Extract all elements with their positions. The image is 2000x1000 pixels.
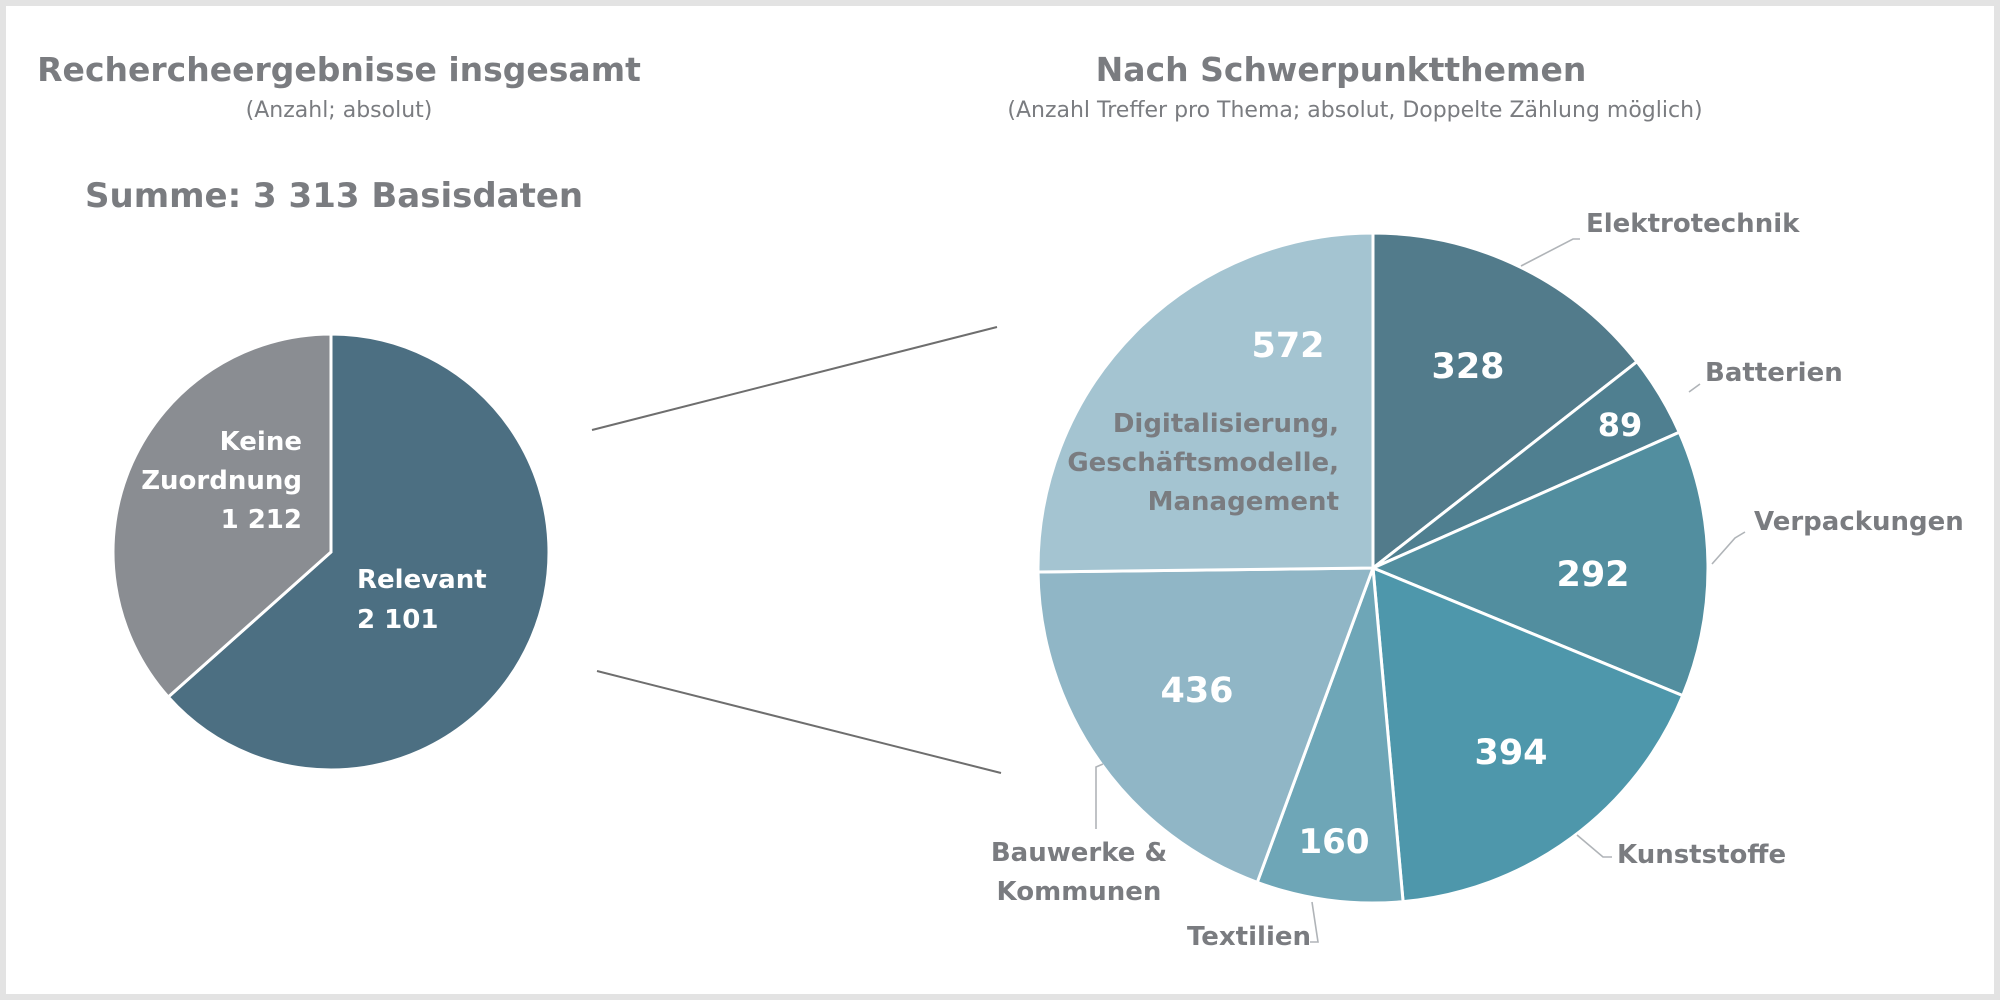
slice-value-digitalisierung: 572 [1251, 326, 1324, 366]
leader-line-elektrotechnik [1520, 238, 1580, 267]
slice-value-relevant: 2 101 [357, 605, 438, 635]
category-label-digitalisierung-line: Management [1148, 487, 1339, 517]
connector-lines [591, 326, 1002, 774]
slice-label-keine-line: Zuordnung [141, 466, 302, 496]
leader-line-textilien [1310, 901, 1319, 943]
connector-line-bottom [596, 670, 1002, 774]
slice-value-batterien: 89 [1598, 406, 1643, 444]
left-chart-subtitle: (Anzahl; absolut) [245, 98, 433, 123]
category-label-digitalisierung: Digitalisierung, Geschäftsmodelle, Managem… [1067, 409, 1339, 517]
slice-value-bauwerke: 436 [1160, 671, 1233, 711]
category-label-bauwerke: Bauwerke & Kommunen [991, 838, 1167, 907]
category-label-textilien: Textilien [1187, 922, 1311, 952]
pie-slice-textilien [1255, 567, 1405, 905]
category-label-elektrotechnik: Elektrotechnik [1586, 209, 1800, 239]
leader-line-batterien [1688, 383, 1701, 393]
slice-label-keine: Keine Zuordnung [141, 427, 302, 496]
left-chart-title: Rechercheergebnisse insgesamt [37, 50, 641, 89]
slice-value-textilien: 160 [1299, 822, 1370, 862]
category-label-digitalisierung-line: Digitalisierung, [1113, 409, 1339, 439]
slice-value-elektrotechnik: 328 [1431, 347, 1504, 387]
pie-slice-keine [111, 332, 333, 700]
pie-slice-kunststoffe [1371, 565, 1685, 904]
category-label-verpackungen: Verpackungen [1754, 507, 1964, 537]
category-label-bauwerke-line: Kommunen [997, 877, 1162, 907]
pie-labels: Relevant 2 101 Keine Zuordnung 1 212 328 89 292… [141, 209, 1964, 952]
pie-slice-digitalisierung [1036, 231, 1375, 574]
pie-slice-elektrotechnik [1371, 231, 1640, 572]
category-label-batterien: Batterien [1705, 358, 1843, 388]
category-label-bauwerke-line: Bauwerke & [991, 838, 1167, 868]
pie-slice-relevant [166, 332, 551, 772]
leader-line-kunststoffe [1576, 834, 1612, 858]
left-pie [111, 332, 551, 772]
leader-line-bauwerke [1095, 763, 1104, 829]
pie-slice-verpackungen [1369, 430, 1710, 698]
connector-line-top [591, 326, 998, 431]
slice-label-relevant: Relevant [357, 565, 487, 595]
right-pie [1036, 231, 1710, 905]
sum-annotation: Summe: 3 313 Basisdaten [85, 176, 584, 216]
pie-slice-bauwerke [1036, 566, 1376, 885]
category-label-digitalisierung-line: Geschäftsmodelle, [1067, 448, 1339, 478]
slice-value-kunststoffe: 394 [1474, 733, 1547, 773]
slice-value-verpackungen: 292 [1556, 555, 1629, 595]
right-chart-title: Nach Schwerpunktthemen [1095, 50, 1587, 89]
leader-line-verpackungen [1711, 531, 1746, 565]
category-label-kunststoffe: Kunststoffe [1617, 840, 1786, 870]
slice-value-keine: 1 212 [221, 505, 302, 535]
right-chart-subtitle: (Anzahl Treffer pro Thema; absolut, Dopp… [1007, 98, 1703, 123]
slice-label-keine-line: Keine [220, 427, 302, 457]
